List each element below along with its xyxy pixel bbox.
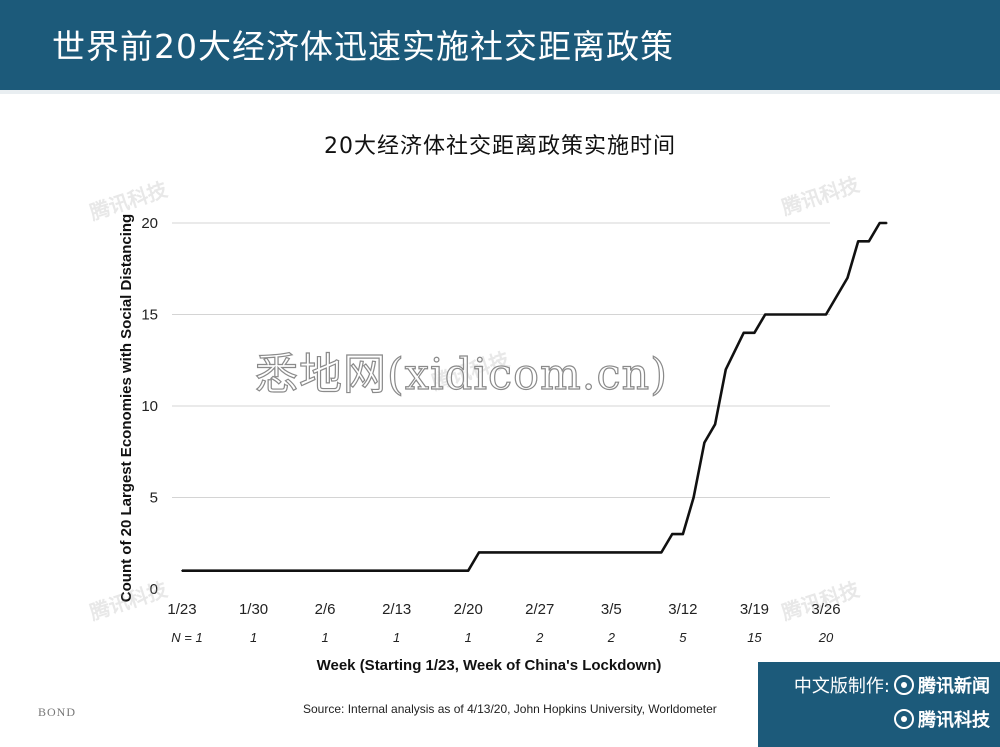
badge-credit-label: 中文版制作: bbox=[793, 676, 890, 697]
x-axis-title: Week (Starting 1/23, Week of China's Loc… bbox=[317, 657, 662, 674]
badge-news-brand: 腾讯新闻 bbox=[918, 676, 990, 697]
x-tick-label: 3/5 bbox=[601, 601, 622, 618]
x-tick-label: 2/13 bbox=[382, 601, 411, 618]
n-count-label: 15 bbox=[747, 630, 762, 645]
n-count-label: 2 bbox=[535, 630, 544, 645]
data-point bbox=[825, 313, 827, 316]
data-point bbox=[467, 569, 470, 572]
x-tick-label: 3/19 bbox=[740, 601, 769, 618]
n-count-label: 1 bbox=[465, 630, 472, 645]
x-tick-label: 2/20 bbox=[454, 601, 483, 618]
data-point bbox=[703, 441, 706, 444]
header-divider bbox=[0, 90, 1000, 94]
page-title: 世界前20大经济体迅速实施社交距离政策 bbox=[52, 27, 674, 66]
data-point bbox=[742, 332, 745, 334]
n-count-label: 5 bbox=[679, 630, 687, 645]
x-tick-label: 3/26 bbox=[811, 601, 840, 618]
source-note: Source: Internal analysis as of 4/13/20,… bbox=[303, 702, 717, 716]
y-tick-label: 15 bbox=[141, 307, 158, 324]
data-point bbox=[803, 313, 806, 316]
x-tick-label: 3/12 bbox=[668, 601, 697, 618]
y-tick-label: 10 bbox=[141, 398, 158, 415]
bond-logo: BOND bbox=[38, 705, 77, 719]
n-count-label: 1 bbox=[250, 630, 257, 645]
data-point bbox=[878, 222, 881, 224]
data-point bbox=[181, 569, 183, 572]
chart-title: 20大经济体社交距离政策实施时间 bbox=[324, 134, 676, 159]
line-chart: 0 5 10 15 20 1/23 N = 1 1/30 1 2/6 1 2/13 1 2/20 1 2/27… bbox=[118, 214, 888, 674]
data-point bbox=[789, 313, 792, 316]
watermark-big: 悉地网(xidicom.cn) bbox=[254, 349, 669, 400]
x-tick-label: 2/6 bbox=[315, 601, 336, 618]
n-count-label: 2 bbox=[607, 630, 616, 645]
data-point bbox=[886, 222, 888, 224]
header-bar: 世界前20大经济体迅速实施社交距离政策 bbox=[0, 0, 1000, 90]
badge-tech-brand: 腾讯科技 bbox=[918, 710, 990, 731]
x-tick-label: 1/23 bbox=[167, 601, 196, 618]
data-point bbox=[753, 332, 756, 334]
y-tick-label: 20 bbox=[141, 215, 158, 232]
footer-badge: 中文版制作: 腾讯新闻 腾讯科技 bbox=[758, 662, 1000, 747]
badge-line-tech: 腾讯科技 bbox=[894, 706, 990, 732]
tencent-logo-icon bbox=[894, 675, 914, 695]
data-point bbox=[846, 277, 849, 279]
n-count-label: N = 1 bbox=[171, 630, 202, 645]
data-point bbox=[725, 368, 727, 371]
data-point bbox=[478, 551, 480, 554]
data-point bbox=[671, 533, 673, 535]
y-axis-title: Count of 20 Largest Economies with Socia… bbox=[118, 214, 135, 602]
data-point bbox=[660, 551, 663, 554]
data-point bbox=[868, 240, 870, 243]
y-tick-label: 5 bbox=[150, 490, 158, 507]
data-point bbox=[692, 496, 695, 499]
tencent-logo-icon bbox=[894, 709, 914, 729]
n-count-label: 1 bbox=[393, 630, 400, 645]
data-point bbox=[764, 313, 766, 316]
n-count-label: 20 bbox=[818, 630, 834, 645]
n-count-label: 1 bbox=[321, 630, 328, 645]
data-point bbox=[682, 533, 684, 535]
data-point bbox=[857, 240, 859, 243]
x-tick-label: 1/30 bbox=[239, 601, 268, 618]
y-tick-label: 0 bbox=[150, 581, 158, 598]
x-tick-label: 2/27 bbox=[525, 601, 554, 618]
data-point bbox=[714, 423, 716, 426]
badge-line-news: 中文版制作: 腾讯新闻 bbox=[794, 672, 990, 698]
